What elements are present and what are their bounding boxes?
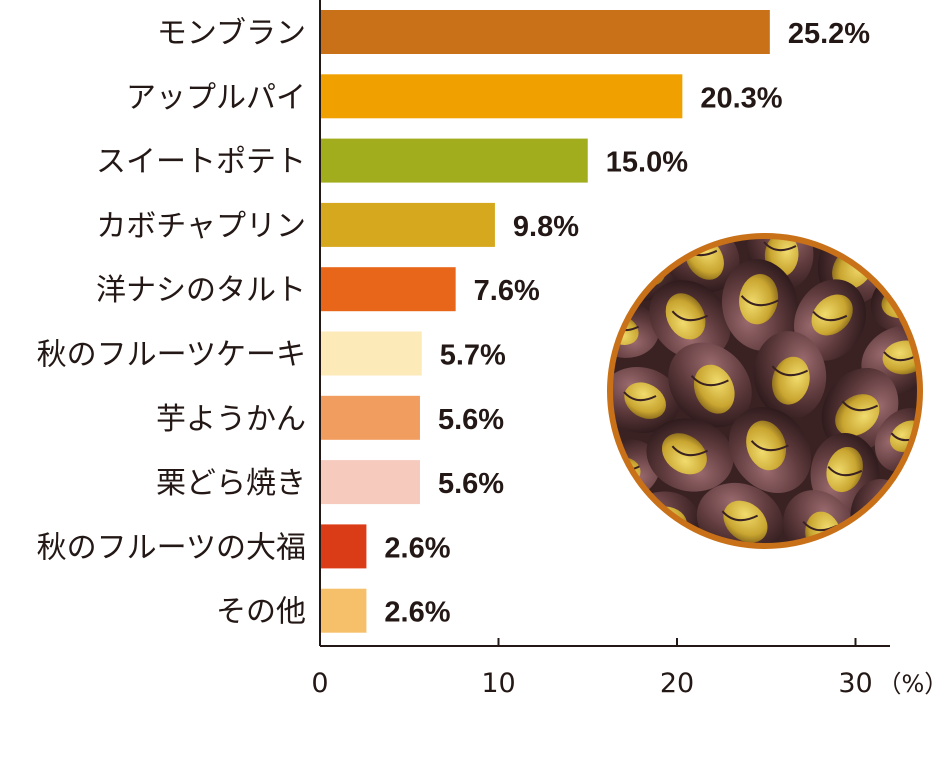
bar [320,331,422,376]
value-label: 5.7% [440,340,506,372]
category-label: 秋のフルーツケーキ [37,338,306,373]
chestnut-icon [610,366,680,434]
bar [320,267,456,312]
category-label: スイートポテト [96,145,306,180]
value-label: 2.6% [384,597,450,629]
category-label: 洋ナシのタルト [96,273,306,308]
bar [320,460,420,505]
x-tick-label: 20 [660,668,694,699]
value-label: 15.0% [606,147,688,179]
bar [320,395,420,440]
chestnut-icon [646,418,734,492]
category-label: アップルパイ [126,80,306,115]
bar [320,10,770,54]
category-label: モンブラン [157,16,306,51]
chestnut-icon [721,259,799,351]
value-label: 2.6% [384,532,450,564]
x-tick-label: 30 [838,668,872,699]
roasted-chestnuts-photo [607,233,923,549]
value-label: 5.6% [438,404,504,436]
value-label: 25.2% [788,18,870,50]
chestnut-icon [668,342,752,428]
chestnut-icon [649,280,731,360]
x-unit-label: （%） [878,670,933,698]
bar [320,74,683,119]
category-label: 秋のフルーツの大福 [37,530,306,565]
bar [320,138,588,183]
bar [320,588,367,633]
chestnut-icon [753,331,827,419]
x-tick-label: 0 [311,668,328,699]
value-label: 20.3% [700,82,782,114]
value-label: 9.8% [513,211,579,243]
bar [320,524,367,569]
category-label: 芋ようかん [156,402,306,437]
bar [320,202,495,247]
chestnut-icon [728,406,812,494]
value-label: 5.6% [438,468,504,500]
category-label: その他 [216,595,306,630]
category-label: 栗どら焼き [156,466,306,501]
chestnut-icon [793,279,867,361]
plot-area: モンブラン 25.2% アップルパイ 20.3% スイートポテト 15.0% カボチャプリン… [37,0,933,699]
x-tick-label: 10 [481,668,515,699]
category-label: カボチャプリン [96,209,306,244]
value-label: 7.6% [474,275,540,307]
